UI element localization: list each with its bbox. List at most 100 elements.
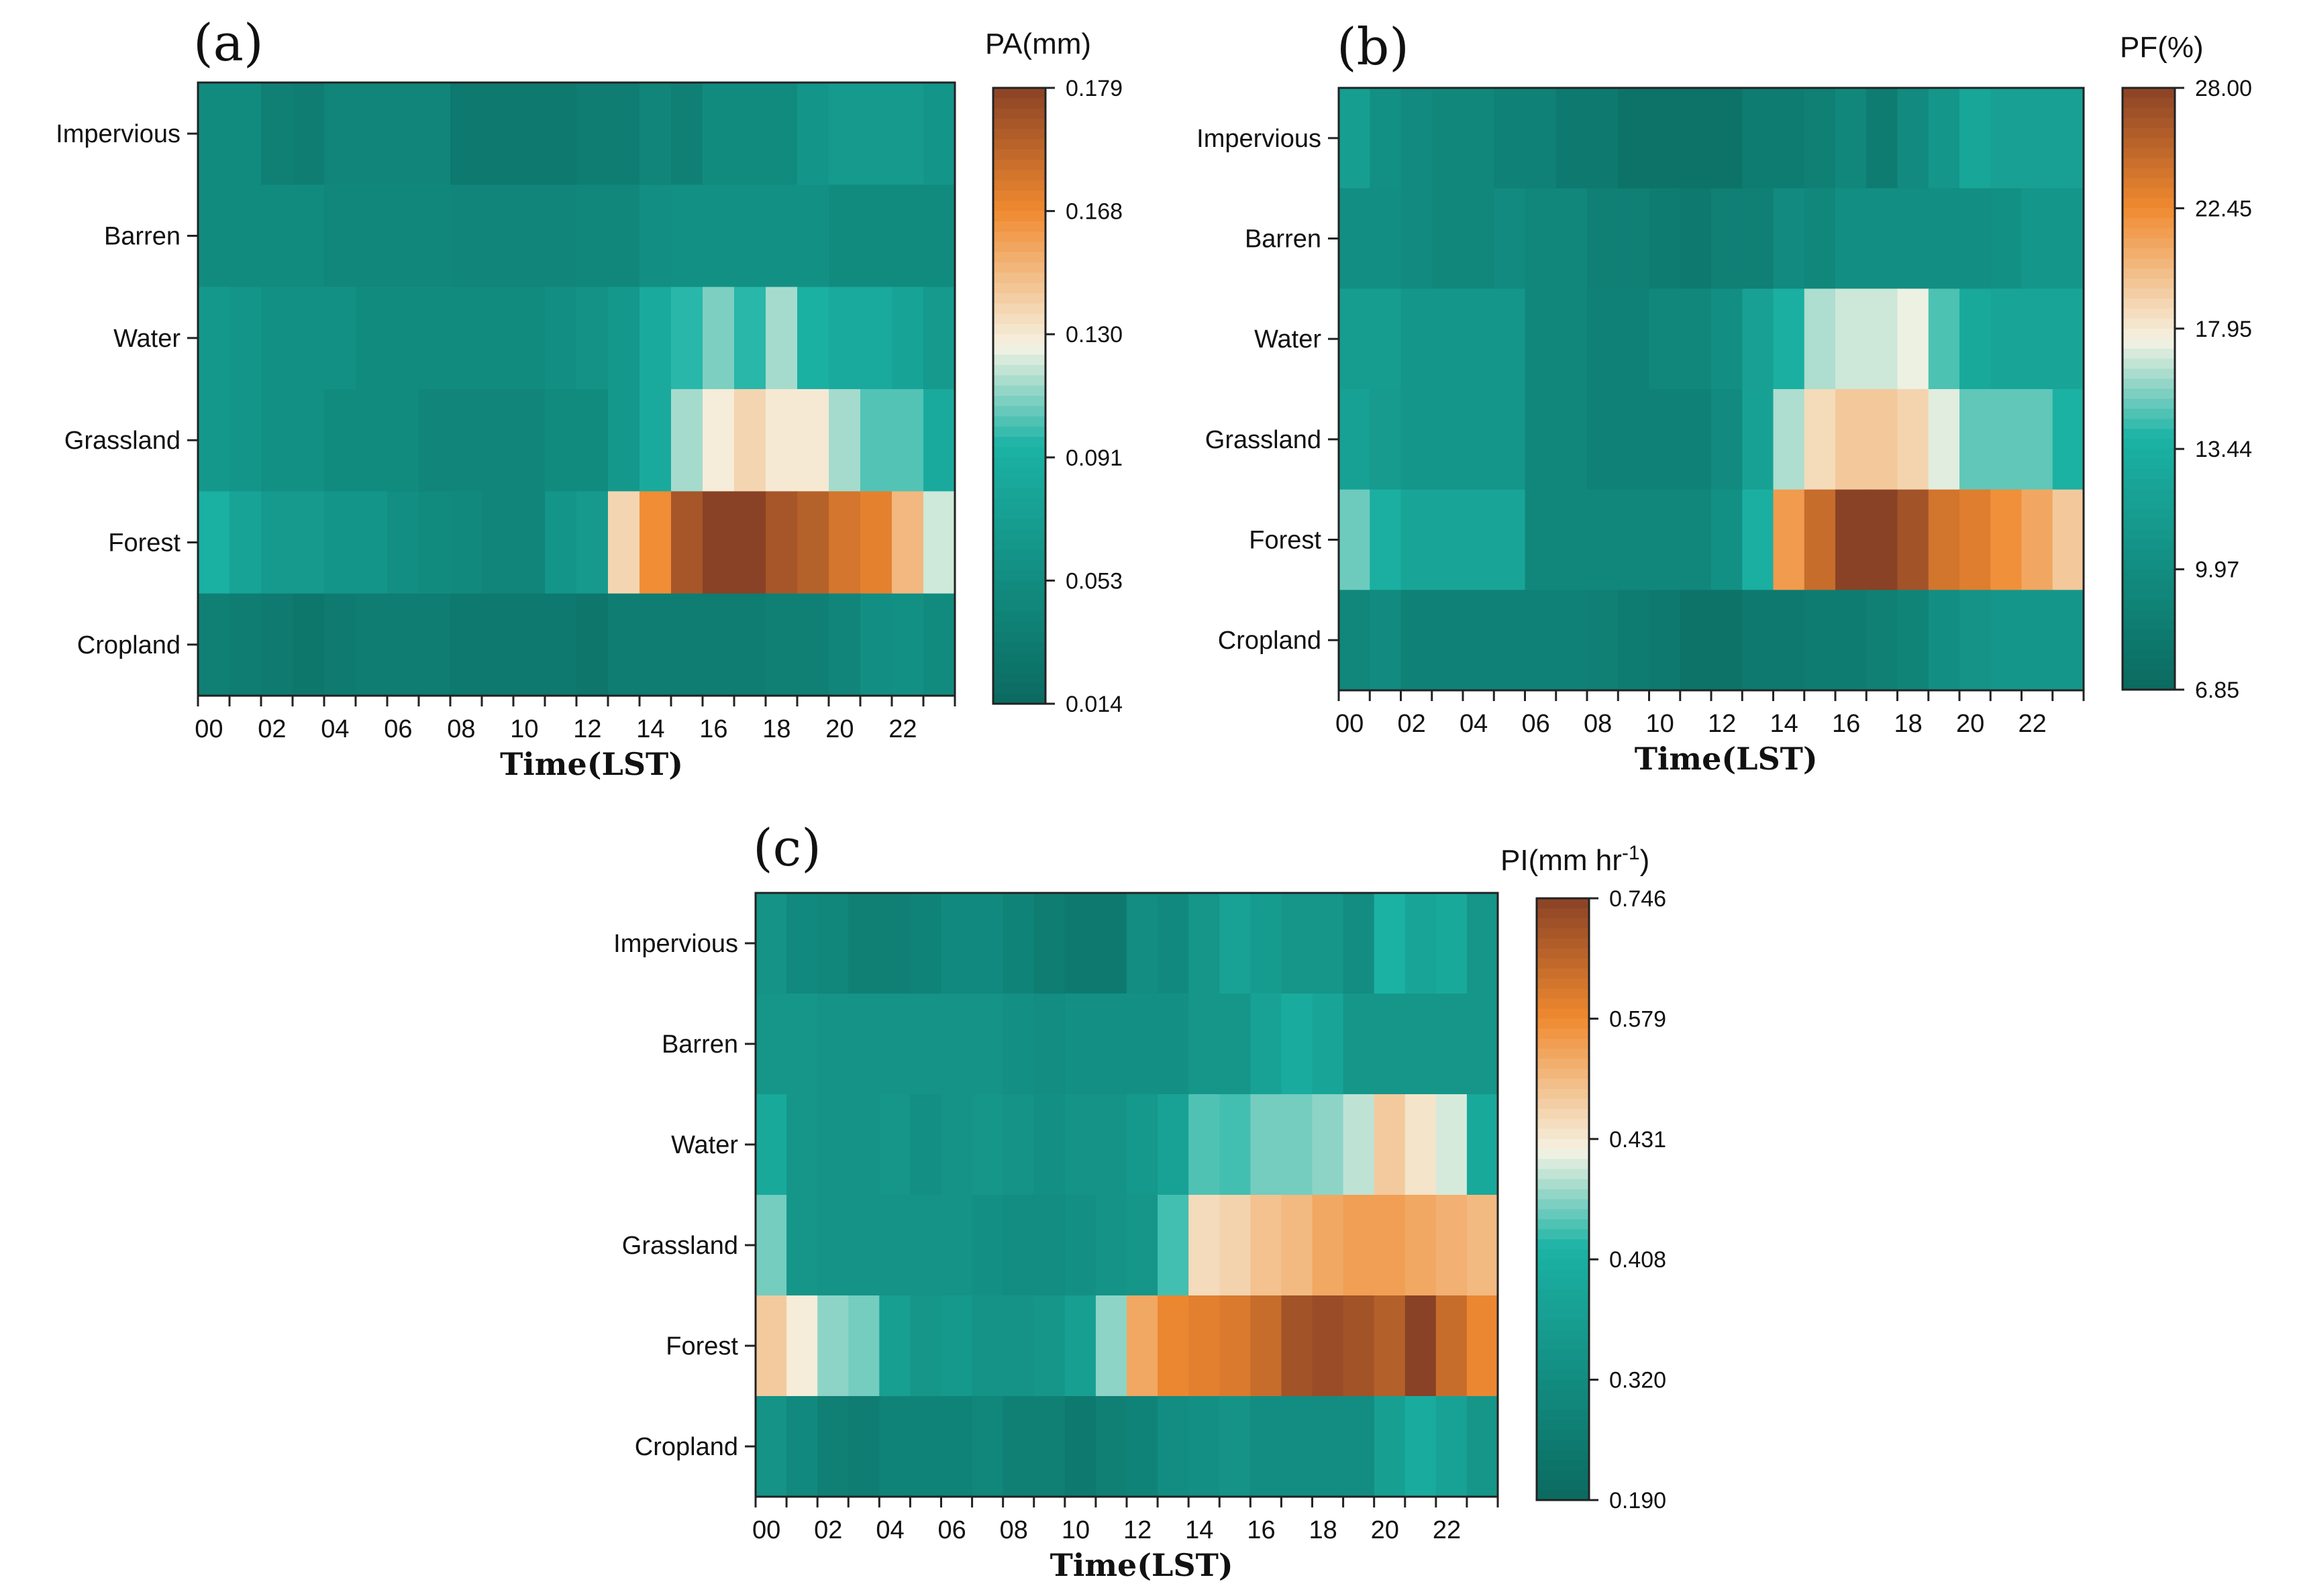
row-label: Forest (666, 1332, 738, 1361)
colorbar-segment (1537, 1329, 1589, 1340)
heatmap-cell (1959, 88, 1991, 189)
heatmap-cell (293, 389, 325, 492)
colorbar-segment (2123, 449, 2175, 460)
heatmap-cell (1990, 88, 2023, 189)
heatmap-cell (1866, 288, 1898, 390)
heatmap-cell (1680, 188, 1712, 289)
colorbar-segment (2123, 218, 2175, 229)
x-tick-label: 00 (195, 715, 223, 743)
heatmap-cell (640, 184, 672, 288)
heatmap-cell (640, 389, 672, 492)
heatmap-cell (293, 491, 325, 594)
colorbar-segment (1537, 1209, 1589, 1220)
colorbar-segment (1537, 1480, 1589, 1491)
heatmap-cell (608, 184, 640, 288)
colorbar-segment (2123, 409, 2175, 419)
heatmap-cell (1525, 590, 1557, 691)
heatmap-cell (879, 994, 911, 1095)
colorbar-segment (1537, 978, 1589, 990)
colorbar-segment (1537, 898, 1589, 909)
heatmap-cell (879, 1094, 911, 1195)
heatmap-cell (1928, 389, 1960, 490)
heatmap-cell (1773, 389, 1805, 490)
heatmap-cell (419, 184, 451, 288)
colorbar-segment (2123, 419, 2175, 429)
x-tick-label: 04 (1460, 710, 1488, 738)
colorbar-segment (993, 282, 1045, 294)
heatmap-cell (1711, 88, 1743, 189)
heatmap-cell (1742, 590, 1774, 691)
colorbar-segment (1537, 1430, 1589, 1440)
row-label: Barren (104, 223, 181, 251)
heatmap-cell (482, 491, 514, 594)
heatmap-cell (1370, 590, 1402, 691)
heatmap-cell (2021, 590, 2053, 691)
colorbar-segment (1537, 1128, 1589, 1140)
heatmap-cell (1188, 1396, 1220, 1497)
heatmap-cell (356, 593, 388, 696)
colorbar-segment (2123, 188, 2175, 199)
heatmap-cell (1587, 88, 1619, 189)
heatmap-cell (2021, 188, 2053, 289)
colorbar-segment (2123, 148, 2175, 159)
row-label: Forest (1249, 527, 1321, 555)
heatmap-cell (513, 389, 546, 492)
heatmap-cell (1990, 288, 2023, 390)
heatmap-cell (766, 491, 798, 594)
heatmap-cell (1343, 893, 1375, 994)
heatmap-cell (229, 286, 262, 390)
heatmap-cell (1463, 389, 1494, 490)
colorbar-segment (993, 693, 1045, 704)
heatmap-cell (229, 491, 262, 594)
heatmap-cell (1033, 1195, 1066, 1296)
heatmap-cell (1711, 590, 1743, 691)
heatmap-cell (2052, 288, 2084, 390)
colorbar-segment (993, 457, 1045, 468)
x-tick-label: 00 (752, 1516, 780, 1544)
row-label: Barren (662, 1030, 738, 1059)
x-tick-label: 06 (1522, 710, 1550, 738)
heatmap-cell (1435, 1295, 1468, 1397)
x-tick-label: 02 (258, 715, 286, 743)
heatmap-cell (910, 1396, 942, 1497)
colorbar-frame (992, 87, 1047, 705)
colorbar-segment (2123, 198, 2175, 209)
heatmap-cell (1158, 1396, 1189, 1497)
heatmap-cell (1370, 188, 1402, 289)
heatmap-cell (1400, 590, 1433, 691)
colorbar-segment (1537, 928, 1589, 939)
heatmap-cell (1431, 288, 1464, 390)
heatmap-cell (1680, 489, 1712, 590)
x-tick-label: 16 (699, 715, 727, 743)
heatmap-cell (1618, 188, 1650, 289)
colorbar-segment (1537, 1169, 1589, 1180)
x-axis-title: Time(LST) (1635, 741, 1818, 777)
heatmap-cell (766, 83, 798, 185)
colorbar-segment (2123, 328, 2175, 339)
heatmap-cell (734, 389, 766, 492)
heatmap-cell (817, 994, 849, 1095)
heatmap-cell (766, 184, 798, 288)
colorbar-segment (1537, 1319, 1589, 1330)
heatmap-cell (1618, 489, 1650, 590)
colorbar-segment (2123, 639, 2175, 650)
colorbar-segment (2123, 498, 2175, 510)
heatmap-panel-2: Impervious Barren Water Grassland Forest Crop… (1196, 17, 2252, 777)
colorbar-segment (1537, 1269, 1589, 1280)
colorbar-segment (1537, 1460, 1589, 1471)
heatmap-cell (756, 1396, 787, 1497)
row-label: Water (1254, 325, 1321, 354)
heatmap-cell (797, 184, 829, 288)
x-tick-label: 08 (1584, 710, 1612, 738)
heatmap-cell (1618, 389, 1650, 490)
x-tick-label: 06 (384, 715, 412, 743)
heatmap-cell (703, 83, 735, 185)
heatmap-cell (198, 184, 230, 288)
heatmap-cell (229, 389, 262, 492)
colorbar-segment (1537, 1159, 1589, 1170)
heatmap-cell (356, 286, 388, 390)
heatmap-cell (829, 389, 861, 492)
heatmap-cell (1343, 1295, 1375, 1397)
heatmap-cell (198, 491, 230, 594)
heatmap-cell (1370, 389, 1402, 490)
